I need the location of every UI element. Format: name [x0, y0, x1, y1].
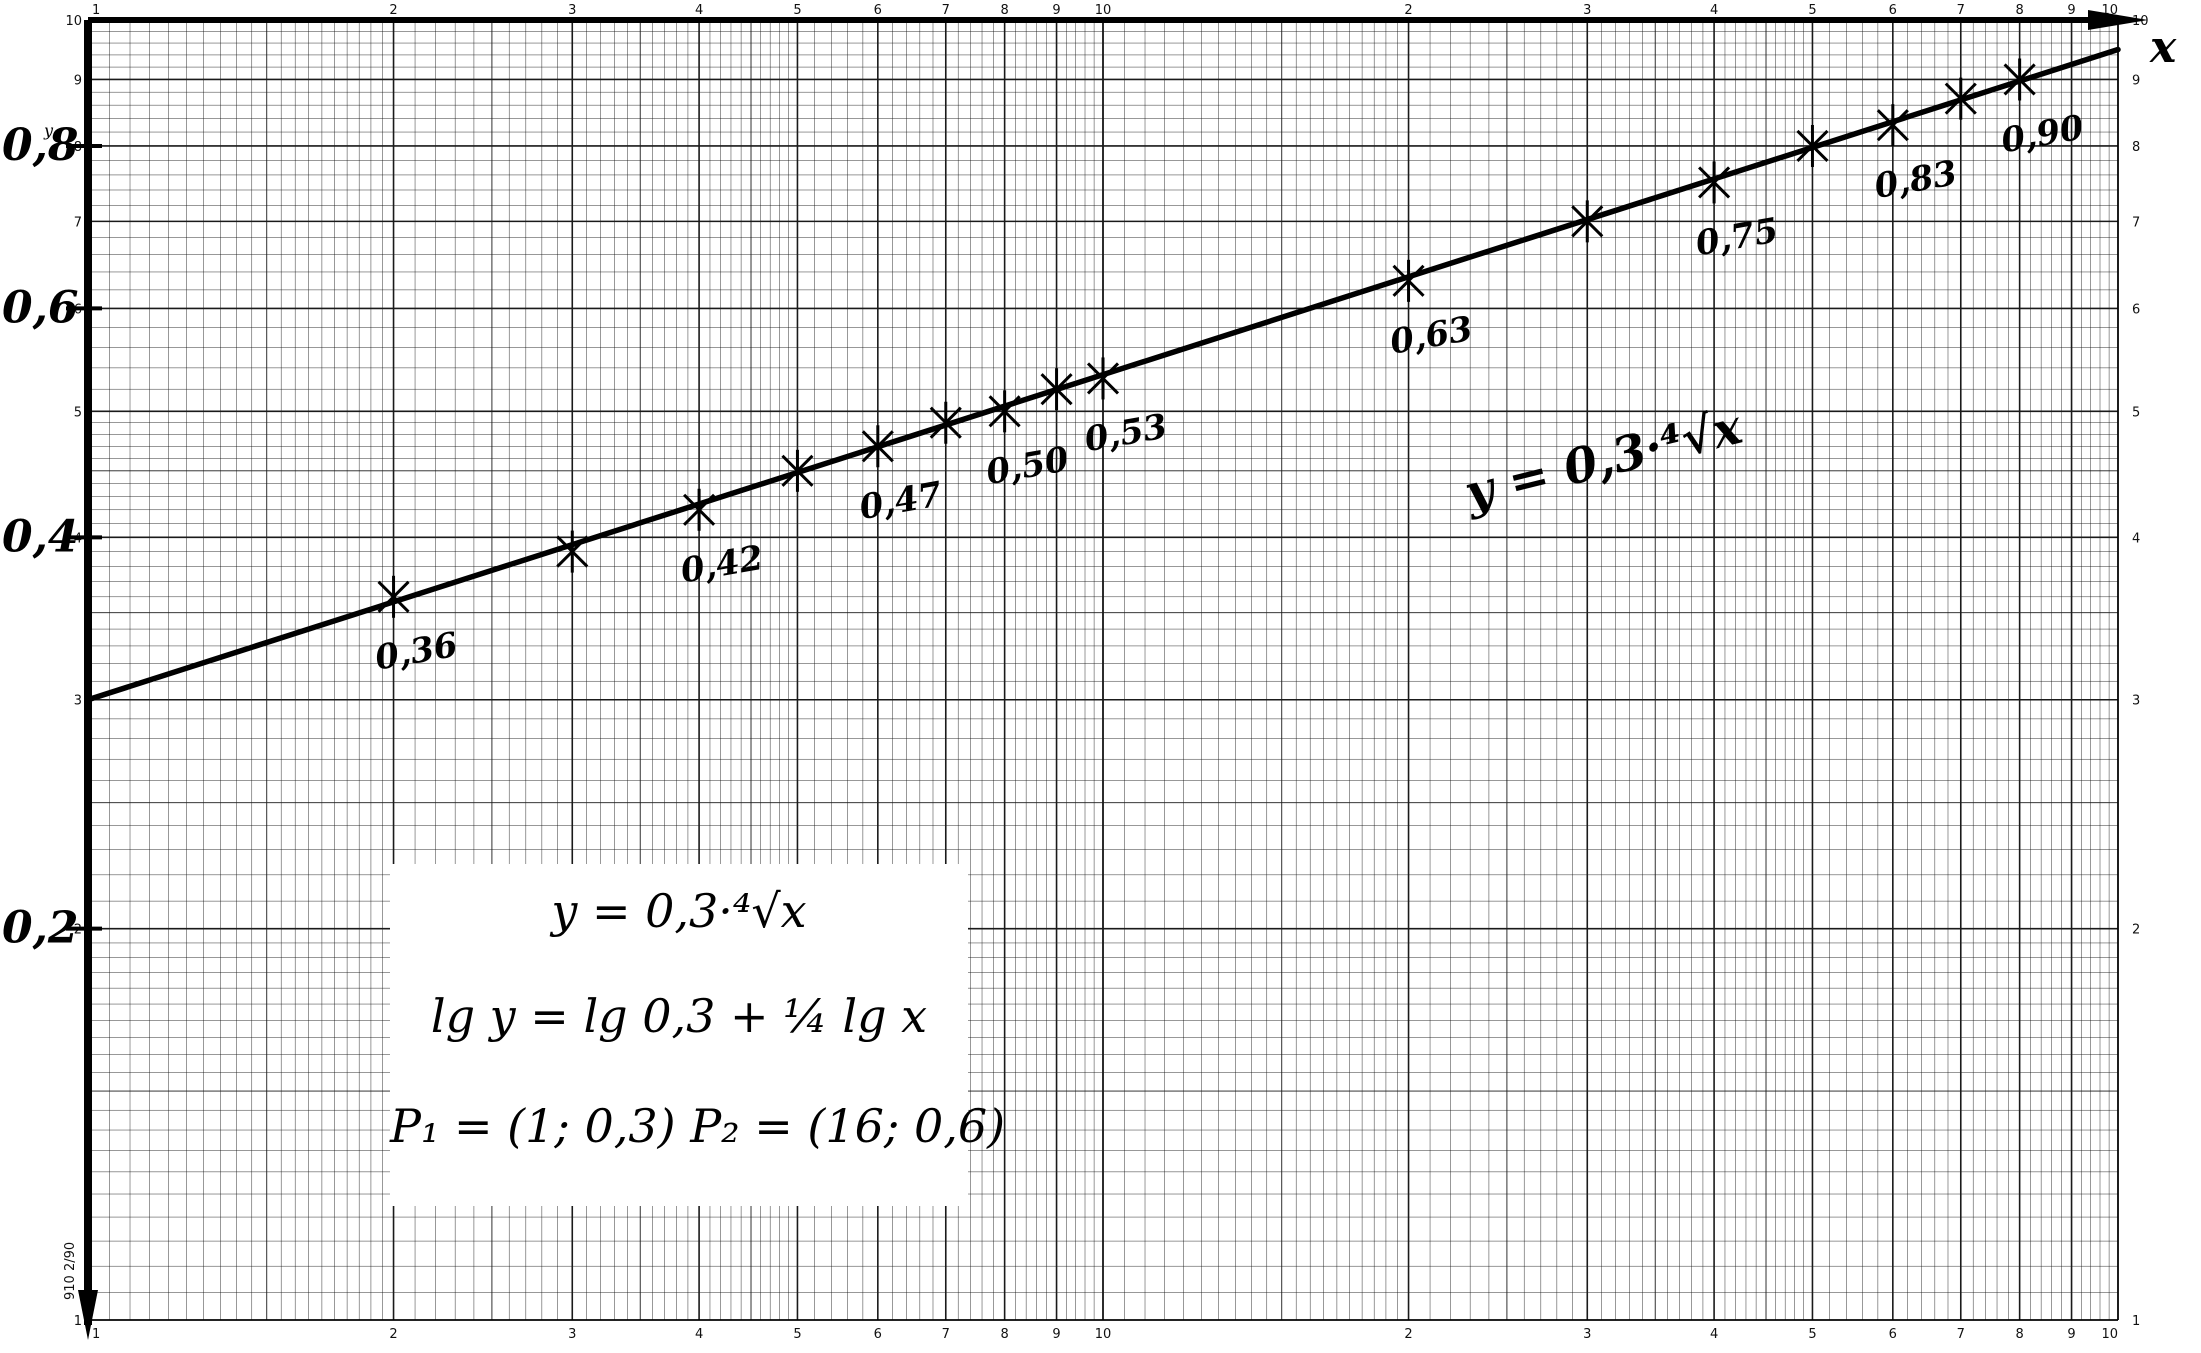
y-axis-label: y [43, 121, 54, 140]
y-tick-label-right: 10 [2132, 14, 2149, 29]
x-tick-label-top: 2 [1404, 3, 1412, 18]
x-tick-label-top: 8 [2015, 3, 2023, 18]
y-tick-label-left: 1 [74, 1314, 82, 1329]
x-tick-label-bottom: 3 [1583, 1327, 1591, 1342]
x-tick-label-top: 9 [2067, 3, 2075, 18]
formula-line-1: y = 0,3·⁴√x [551, 884, 807, 938]
y-tick-label-right: 6 [2132, 302, 2140, 317]
y-axis-mark-label: 0,8 [2, 120, 79, 171]
x-tick-label-top: 3 [568, 3, 576, 18]
x-tick-label-bottom: 8 [1000, 1327, 1008, 1342]
x-tick-label-bottom: 10 [2101, 1327, 2118, 1342]
y-tick-label-right: 7 [2132, 215, 2140, 230]
y-tick-label-left: 9 [74, 73, 82, 88]
y-tick-label-right: 8 [2132, 140, 2140, 155]
y-tick-label-right: 5 [2132, 405, 2140, 420]
x-tick-label-top: 2 [389, 3, 397, 18]
y-tick-label-right: 2 [2132, 923, 2140, 938]
x-tick-label-bottom: 10 [1095, 1327, 1112, 1342]
x-tick-label-top: 3 [1583, 3, 1591, 18]
y-axis-mark-label: 0,4 [2, 511, 79, 562]
x-tick-label-top: 5 [1808, 3, 1816, 18]
x-tick-label-bottom: 5 [793, 1327, 801, 1342]
x-tick-label-bottom: 7 [1957, 1327, 1965, 1342]
x-tick-label-bottom: 9 [1052, 1327, 1060, 1342]
formula-box: y = 0,3·⁴√x lg y = lg 0,3 + ¼ lg x P₁ = … [390, 864, 1006, 1206]
x-tick-label-top: 7 [1957, 3, 1965, 18]
y-axis-mark-label: 0,2 [2, 903, 79, 954]
x-tick-label-bottom: 6 [1889, 1327, 1897, 1342]
y-tick-label-left: 10 [65, 14, 82, 29]
y-tick-label-right: 3 [2132, 694, 2140, 709]
x-tick-label-bottom: 4 [695, 1327, 703, 1342]
x-tick-label-top: 4 [1710, 3, 1718, 18]
x-tick-label-top: 6 [1889, 3, 1897, 18]
formula-line-2: lg y = lg 0,3 + ¼ lg x [430, 989, 928, 1043]
x-tick-label-bottom: 4 [1710, 1327, 1718, 1342]
y-tick-label-right: 1 [2132, 1314, 2140, 1329]
x-tick-label-bottom: 2 [389, 1327, 397, 1342]
axes [78, 10, 2148, 1340]
x-tick-label-bottom: 2 [1404, 1327, 1412, 1342]
x-tick-label-top: 10 [1095, 3, 1112, 18]
x-tick-label-bottom: 3 [568, 1327, 576, 1342]
y-tick-label-right: 4 [2132, 531, 2140, 546]
x-tick-label-bottom: 5 [1808, 1327, 1816, 1342]
x-tick-label-bottom: 9 [2067, 1327, 2075, 1342]
x-axis-label: x [2149, 22, 2177, 73]
x-axis-arrow [2088, 10, 2148, 30]
x-tick-label-top: 8 [1000, 3, 1008, 18]
x-tick-label-top: 6 [874, 3, 882, 18]
x-tick-label-top: 1 [92, 3, 100, 18]
y-axis-arrow [78, 1290, 98, 1340]
x-tick-label-bottom: 7 [942, 1327, 950, 1342]
y-tick-label-left: 3 [74, 694, 82, 709]
y-axis-mark-label: 0,6 [2, 282, 79, 333]
x-tick-label-top: 7 [942, 3, 950, 18]
x-tick-label-top: 5 [793, 3, 801, 18]
formula-line-3: P₁ = (1; 0,3) P₂ = (16; 0,6) [390, 1099, 1006, 1153]
x-tick-label-bottom: 8 [2015, 1327, 2023, 1342]
y-tick-label-left: 5 [74, 405, 82, 420]
x-tick-label-top: 4 [695, 3, 703, 18]
y-tick-label-left: 7 [74, 215, 82, 230]
y-tick-label-right: 9 [2132, 73, 2140, 88]
x-tick-label-bottom: 1 [92, 1327, 100, 1342]
x-tick-label-bottom: 6 [874, 1327, 882, 1342]
x-tick-label-top: 9 [1052, 3, 1060, 18]
paper-code: 910 2/90 [63, 1242, 78, 1300]
